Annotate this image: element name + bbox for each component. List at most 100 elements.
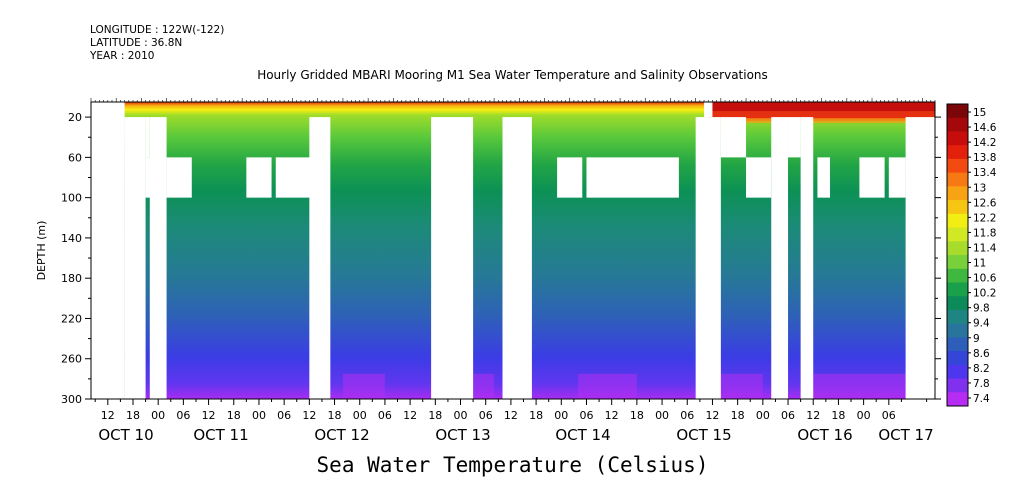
x-tick-label: 18: [831, 409, 845, 422]
deep-cold-patch: [720, 373, 763, 399]
colorbar-label: 8.6: [973, 348, 990, 360]
missing-data-block: [771, 117, 789, 400]
missing-data-block: [149, 117, 154, 400]
colorbar-segment: [947, 255, 968, 270]
colorbar-segment: [947, 268, 968, 283]
colorbar-segment: [947, 117, 968, 132]
missing-data-block: [704, 102, 713, 118]
x-tick-label: 18: [529, 409, 543, 422]
colorbar: 15 14.6 14.2 13.8 13.4 13 12.6 12.2 11.8 11.4 11 10…: [946, 103, 997, 407]
missing-data-block: [153, 117, 167, 400]
x-tick-label: 06: [277, 409, 291, 422]
colorbar-segment: [947, 351, 968, 366]
colorbar-segment: [947, 227, 968, 242]
y-axis-label: DEPTH (m): [35, 221, 48, 281]
colorbar-label: 13.4: [973, 167, 997, 179]
missing-data-block: [502, 117, 532, 400]
x-tick-label: 12: [605, 409, 619, 422]
colorbar-segment: [947, 364, 968, 380]
missing-data-block: [124, 117, 146, 400]
x-tick-label: 18: [630, 409, 644, 422]
missing-data-block: [800, 117, 814, 400]
x-date-label: OCT 14: [555, 426, 610, 444]
missing-data-block: [586, 157, 679, 198]
missing-data-block: [905, 117, 935, 400]
y-tick-label: 260: [61, 353, 82, 366]
x-tick-label: 12: [504, 409, 518, 422]
x-tick-label: 00: [554, 409, 568, 422]
x-tick-label: 00: [857, 409, 871, 422]
x-tick-label: 12: [806, 409, 820, 422]
colorbar-label: 7.8: [973, 378, 990, 390]
longitude-label: LONGITUDE : 122W(-122): [90, 24, 225, 36]
deep-cold-patch: [578, 373, 637, 399]
x-date-label: OCT 10: [98, 426, 153, 444]
y-tick-label: 300: [61, 393, 82, 406]
missing-data-block: [888, 157, 906, 198]
colorbar-segment: [947, 282, 968, 297]
missing-data-block: [788, 117, 801, 158]
x-tick-label: 18: [126, 409, 140, 422]
x-tick-label: 18: [328, 409, 342, 422]
deep-cold-patch: [804, 373, 910, 399]
warm-surface-transition: [708, 111, 935, 122]
colorbar-segment: [947, 200, 968, 215]
x-tick-label: 18: [428, 409, 442, 422]
deep-cold-patch: [342, 373, 385, 399]
chart-title: Hourly Gridded MBARI Mooring M1 Sea Wate…: [257, 68, 768, 82]
x-tick-label: 12: [101, 409, 115, 422]
missing-data-block: [431, 117, 474, 400]
colorbar-segment: [947, 323, 968, 338]
colorbar-segment: [947, 172, 968, 187]
colorbar-segment: [947, 296, 968, 311]
colorbar-segment: [947, 104, 968, 119]
y-tick-label: 140: [61, 232, 82, 245]
colorbar-label: 8.2: [973, 363, 990, 375]
colorbar-segment: [947, 145, 968, 160]
colorbar-segment: [947, 213, 968, 229]
colorbar-segment: [947, 392, 968, 407]
colorbar-label: 10.6: [973, 273, 997, 285]
missing-data-block: [557, 157, 583, 198]
colorbar-segment: [947, 337, 968, 352]
header-block: LONGITUDE : 122W(-122) LATITUDE : 36.8N …: [90, 24, 224, 63]
colorbar-label: 10.2: [973, 288, 996, 300]
colorbar-segment: [947, 309, 968, 325]
colorbar-label: 15: [973, 107, 986, 119]
colorbar-label: 13.8: [973, 152, 996, 164]
colorbar-label: 9: [973, 333, 980, 345]
colorbar-segment: [947, 186, 968, 201]
x-tick-label: 06: [378, 409, 392, 422]
x-tick-label: 06: [479, 409, 493, 422]
colorbar-label: 13: [973, 182, 986, 194]
x-tick-label: 12: [302, 409, 316, 422]
x-date-label: OCT 16: [797, 426, 852, 444]
footer-title: Sea Water Temperature (Celsius): [316, 453, 709, 477]
x-tick-label: 00: [252, 409, 266, 422]
missing-data-block: [91, 102, 125, 399]
missing-data-block: [817, 157, 831, 198]
colorbar-label: 7.4: [973, 393, 990, 405]
warm-surface-edge: [708, 118, 935, 124]
colorbar-segment: [947, 241, 968, 256]
x-tick-label: 00: [655, 409, 669, 422]
colorbar-label: 12.2: [973, 212, 996, 224]
colorbar-label: 11.8: [973, 227, 996, 239]
x-tick-label: 12: [403, 409, 417, 422]
missing-data-block: [246, 157, 272, 198]
y-tick-label: 220: [61, 312, 82, 325]
y-tick-label: 60: [68, 151, 82, 164]
x-tick-label: 12: [202, 409, 216, 422]
y-tick-label: 20: [68, 111, 82, 124]
colorbar-label: 14.6: [973, 122, 997, 134]
latitude-label: LATITUDE : 36.8N: [90, 37, 183, 49]
x-tick-label: 18: [227, 409, 241, 422]
x-tick-label: 06: [176, 409, 190, 422]
x-tick-label: 00: [756, 409, 770, 422]
colorbar-label: 11.4: [973, 242, 997, 254]
x-tick-label: 18: [731, 409, 745, 422]
missing-data-block: [309, 117, 331, 400]
missing-data-block: [695, 117, 721, 400]
colorbar-label: 9.4: [973, 318, 990, 330]
